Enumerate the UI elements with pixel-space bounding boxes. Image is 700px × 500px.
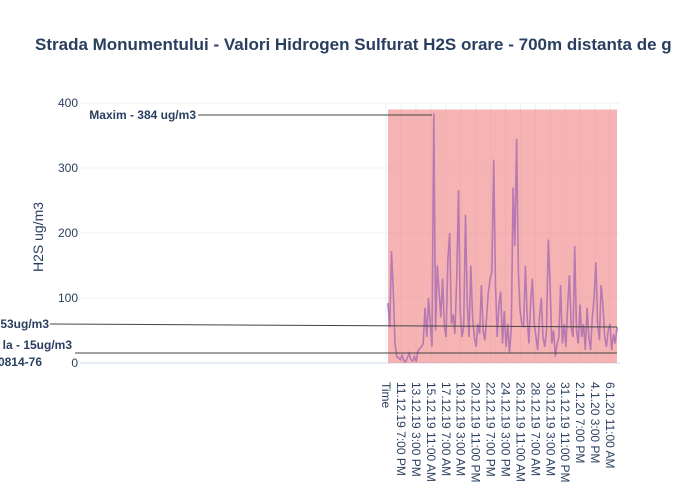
y-tick-label: 200 — [58, 226, 78, 240]
annotations: Maxim - 384 ug/m3 53ug/m3 la - 15ug/m3 0… — [0, 108, 618, 369]
annotation-limit: la - 15ug/m3 — [3, 338, 73, 352]
y-tick-label: 0 — [71, 356, 78, 370]
x-tick-label: 17.12.19 7:00 AM — [439, 382, 453, 476]
x-tick-label: 20.12.19 11:00 PM — [469, 382, 483, 483]
chart-title: Strada Monumentului - Valori Hidrogen Su… — [35, 35, 672, 54]
annotation-limit-standard: 0814-76 — [0, 355, 42, 369]
x-tick-label: 11.12.19 7:00 PM — [394, 382, 408, 476]
x-tick-label: 19.12.19 3:00 AM — [454, 382, 468, 476]
x-tick-label: 2.1.20 7:00 PM — [573, 382, 587, 463]
x-tick-label: 24.12.19 3:00 PM — [499, 382, 513, 477]
x-tick-label: 26.12.19 11:00 AM — [513, 382, 527, 482]
highlight-overlay — [388, 109, 617, 363]
x-tick-label: 28.12.19 7:00 AM — [528, 382, 542, 476]
y-tick-label: 300 — [58, 161, 78, 175]
y-axis-label: H2S ug/m3 — [30, 202, 46, 272]
y-tick-label: 100 — [58, 291, 78, 305]
x-tick-label: 30.12.19 3:00 AM — [543, 382, 557, 476]
x-tick-label: 6.1.20 11:00 AM — [603, 382, 617, 469]
x-tick-label: 31.12.19 11:00 PM — [558, 382, 572, 483]
y-axis-ticks: 0 100 200 300 400 — [58, 96, 78, 370]
annotation-mean: 53ug/m3 — [0, 317, 49, 331]
x-axis-ticks: Time 11.12.19 7:00 PM 13.12.19 3:00 PM 15.1… — [379, 382, 617, 483]
y-tick-label: 400 — [58, 96, 78, 110]
annotation-max: Maxim - 384 ug/m3 — [89, 108, 196, 122]
x-tick-label: 13.12.19 3:00 PM — [409, 382, 423, 477]
x-tick-label: 15.12.19 11:00 AM — [424, 382, 438, 482]
annotation-mean-line — [49, 323, 618, 328]
x-tick-label: 4.1.20 3:00 PM — [588, 382, 602, 463]
x-tick-label: Time — [379, 382, 393, 409]
x-tick-label: 22.12.19 7:00 PM — [484, 382, 498, 477]
